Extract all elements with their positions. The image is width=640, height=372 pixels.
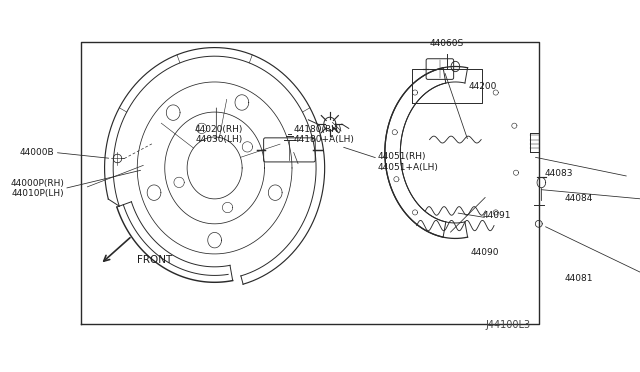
- Text: 44000P(RH)
44010P(LH): 44000P(RH) 44010P(LH): [10, 179, 64, 198]
- Text: 44200: 44200: [468, 82, 497, 91]
- Text: 44084: 44084: [564, 193, 593, 202]
- Text: 44090: 44090: [471, 248, 499, 257]
- Text: 44020(RH)
44030(LH): 44020(RH) 44030(LH): [195, 125, 243, 144]
- Text: 44000B: 44000B: [19, 148, 54, 157]
- Text: J44100L3: J44100L3: [485, 320, 530, 330]
- Text: 44051(RH)
44051+A(LH): 44051(RH) 44051+A(LH): [378, 152, 439, 171]
- Text: 44060S: 44060S: [429, 39, 464, 48]
- Text: 44180(RH)
44180+A(LH): 44180(RH) 44180+A(LH): [294, 125, 355, 144]
- Text: 44081: 44081: [564, 275, 593, 283]
- Text: 44083: 44083: [545, 170, 573, 179]
- Text: FRONT: FRONT: [137, 255, 173, 265]
- Text: 44091: 44091: [483, 211, 511, 220]
